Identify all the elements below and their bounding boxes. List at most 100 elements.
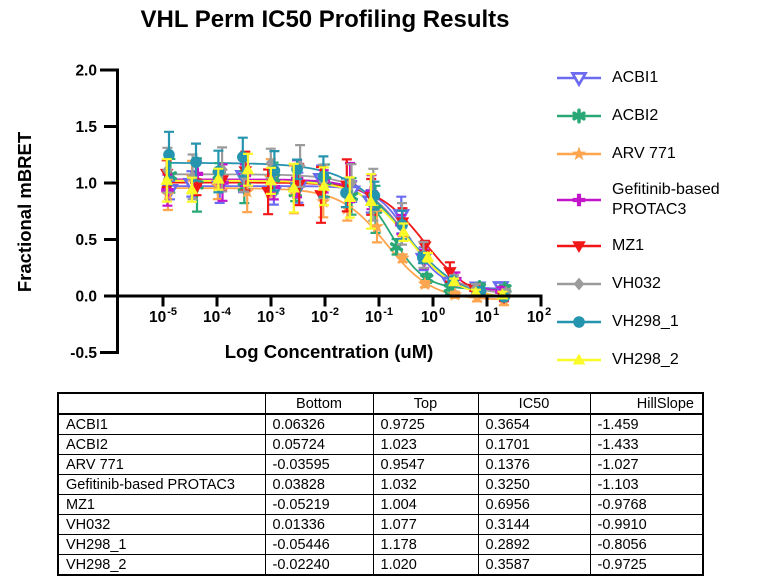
axes [100, 68, 543, 354]
chart-title: VHL Perm IC50 Profiling Results [140, 6, 510, 33]
y-tick-label: 1.5 [75, 119, 97, 136]
series-marker [317, 179, 331, 191]
legend-item: ACBI2 [556, 104, 764, 128]
series-marker [573, 316, 585, 328]
series-marker [163, 148, 175, 161]
series-marker [573, 277, 585, 291]
value-cell: -1.027 [589, 454, 704, 475]
value-cell: -1.103 [589, 474, 704, 495]
series-marker [397, 225, 410, 237]
y-tick-label: 2.0 [75, 63, 97, 80]
legend-item-label: ARV 771 [612, 145, 676, 162]
series-marker [396, 219, 408, 231]
table-header-cell: Top [372, 392, 479, 415]
value-cell: 1.004 [372, 494, 479, 515]
value-cell: 1.023 [372, 434, 479, 455]
row-name-cell: ARV 771 [57, 454, 266, 475]
ic50-chart: 2.0 1.5 1.0 0.5 0.0 -0.5 10-5 10-4 10-3 10-2 10-1… [14, 63, 551, 363]
series-marker [190, 156, 202, 168]
x-tick-label: 10-4 [203, 306, 232, 326]
value-cell: 0.01336 [264, 514, 374, 535]
series-marker [346, 176, 357, 189]
value-cell: -0.05219 [264, 494, 374, 515]
series-marker [571, 146, 587, 161]
series-marker [265, 157, 277, 170]
x-tick-label: 101 [475, 306, 499, 326]
series-marker [364, 194, 378, 206]
value-cell: 0.1701 [477, 434, 591, 455]
x-axis-label: Log Concentration (uM) [225, 341, 434, 362]
series-marker [185, 183, 199, 195]
series-marker [160, 173, 174, 185]
value-cell: 1.178 [372, 534, 479, 555]
row-name-cell: Gefitinib-based PROTAC3 [57, 474, 266, 495]
value-cell: 0.06326 [264, 413, 374, 435]
x-tick-label: 100 [421, 306, 445, 326]
value-cell: -0.9910 [589, 514, 704, 535]
legend-marker-icon [557, 72, 601, 88]
table-header-cell: HillSlope [589, 392, 704, 415]
row-name-cell: VH298_2 [57, 554, 266, 576]
row-name-cell: VH298_1 [57, 534, 266, 555]
value-cell: 0.03828 [264, 474, 374, 495]
value-cell: 1.020 [372, 554, 479, 576]
y-tick-labels: 2.0 1.5 1.0 0.5 0.0 -0.5 [70, 63, 97, 363]
value-cell: 1.077 [372, 514, 479, 535]
table-header-row: Bottom Top IC50 HillSlope [57, 392, 704, 415]
x-tick-label: 10-2 [311, 306, 339, 326]
x-tick-labels: 10-5 10-4 10-3 10-2 10-1 100 101 102 [149, 306, 551, 326]
value-cell: -1.459 [589, 413, 704, 435]
value-cell: 0.9725 [372, 413, 479, 435]
table-row: VH298_2 -0.02240 1.020 0.3587 -0.9725 [57, 554, 704, 576]
value-cell: -0.9768 [589, 494, 704, 515]
x-axis [117, 294, 543, 307]
series-marker [395, 250, 410, 265]
series-marker [421, 250, 435, 262]
y-tick-label: 1.0 [75, 176, 97, 193]
table-row: Gefitinib-based PROTAC3 0.03828 1.032 0.325… [57, 474, 704, 495]
legend-item-label: VH298_1 [612, 313, 679, 330]
value-cell: 0.1376 [477, 454, 591, 475]
table-header-cell: Bottom [264, 392, 374, 415]
legend-item: VH032 [556, 272, 764, 296]
value-cell: -0.05446 [264, 534, 374, 555]
table-header-cell [57, 392, 266, 415]
series-marker [570, 72, 588, 88]
series-marker [418, 241, 432, 254]
series-marker [443, 267, 457, 279]
table-header-cell: IC50 [477, 392, 591, 415]
series-marker [369, 219, 385, 233]
x-tick-label: 10-3 [257, 306, 285, 326]
value-cell: 1.032 [372, 474, 479, 495]
series-marker [287, 181, 301, 193]
legend-item-label: MZ1 [612, 237, 644, 254]
y-tick-label: 0.5 [75, 232, 97, 249]
legend-item: ARV 771 [556, 142, 764, 166]
series-marker [212, 172, 225, 184]
value-cell: -1.433 [589, 434, 704, 455]
legend-item-label: ACBI1 [612, 69, 659, 86]
series-marker [469, 286, 483, 298]
y-axis-label: Fractional mBRET [14, 131, 35, 292]
row-name-cell: VH032 [57, 514, 266, 535]
series-marker [389, 239, 404, 255]
table-row: ARV 771 -0.03595 0.9547 0.1376 -1.027 [57, 454, 704, 475]
x-tick-label: 10-5 [149, 306, 177, 326]
legend-marker-icon [557, 241, 601, 253]
table-row: VH032 0.01336 1.077 0.3144 -0.9910 [57, 514, 704, 535]
series-marker [572, 108, 586, 124]
points-layer [159, 130, 512, 307]
legend-item: VH298_1 [556, 310, 764, 334]
value-cell: -0.8056 [589, 534, 704, 555]
series-marker [417, 276, 432, 291]
series-marker [241, 163, 255, 175]
table-row: VH298_1 -0.05446 1.178 0.2892 -0.8056 [57, 534, 704, 555]
value-cell: -0.03595 [264, 454, 374, 475]
series-marker [264, 174, 278, 186]
series-marker [343, 191, 357, 203]
value-cell: 0.3587 [477, 554, 591, 576]
table-row: ACBI1 0.06326 0.9725 0.3654 -1.459 [57, 413, 704, 435]
results-table: Bottom Top IC50 HillSlope ACBI1 0.06326 0.972… [57, 392, 704, 576]
value-cell: -0.9725 [589, 554, 704, 576]
